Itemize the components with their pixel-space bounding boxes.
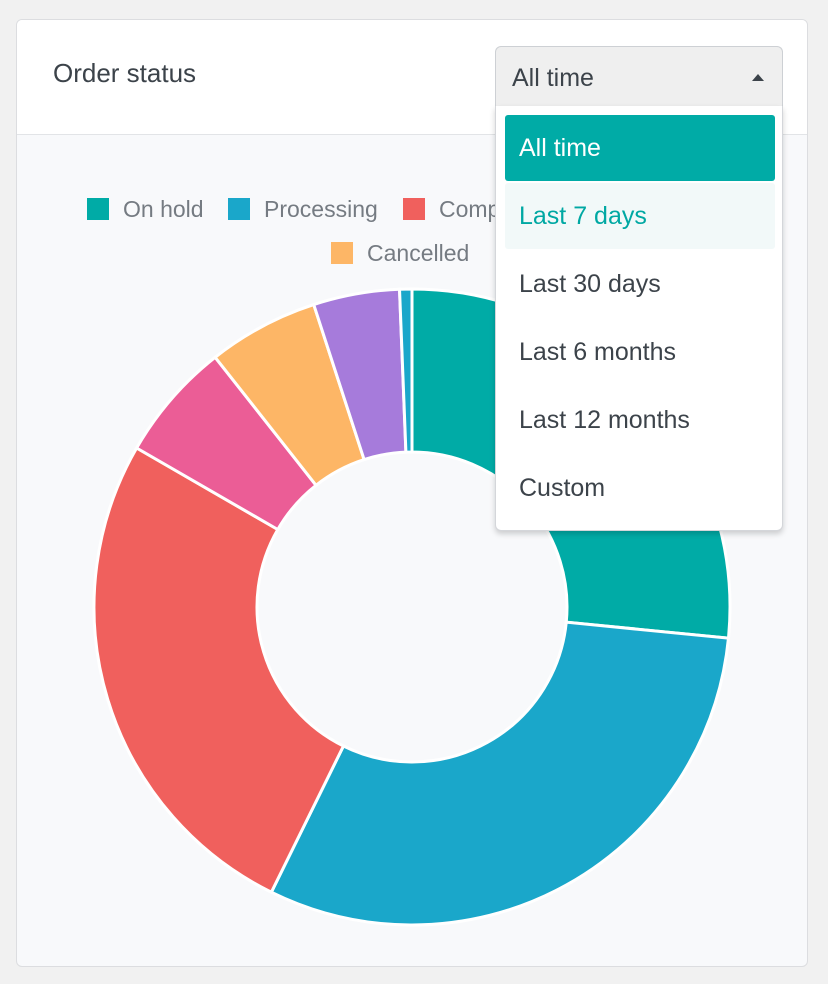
donut-slice-1[interactable]: [269, 620, 731, 927]
card-title: Order status: [53, 58, 197, 88]
date-range-option[interactable]: Last 30 days: [519, 270, 661, 298]
date-range-dropdown: All time Last 7 days Last 30 days Last 6 mo…: [495, 106, 783, 531]
date-range-option[interactable]: Last 7 days: [505, 183, 775, 249]
date-range-option[interactable]: All time: [505, 115, 775, 181]
date-range-option[interactable]: Last 6 months: [519, 338, 677, 366]
date-range-option[interactable]: Last 12 months: [519, 406, 690, 434]
date-range-select-value: All time: [512, 64, 594, 92]
date-range-select[interactable]: All time: [495, 46, 783, 108]
caret-up-icon: [752, 74, 764, 81]
date-range-option[interactable]: Custom: [519, 474, 606, 502]
donut-slice-6[interactable]: [397, 287, 414, 454]
donut-slice-2[interactable]: [92, 445, 346, 895]
